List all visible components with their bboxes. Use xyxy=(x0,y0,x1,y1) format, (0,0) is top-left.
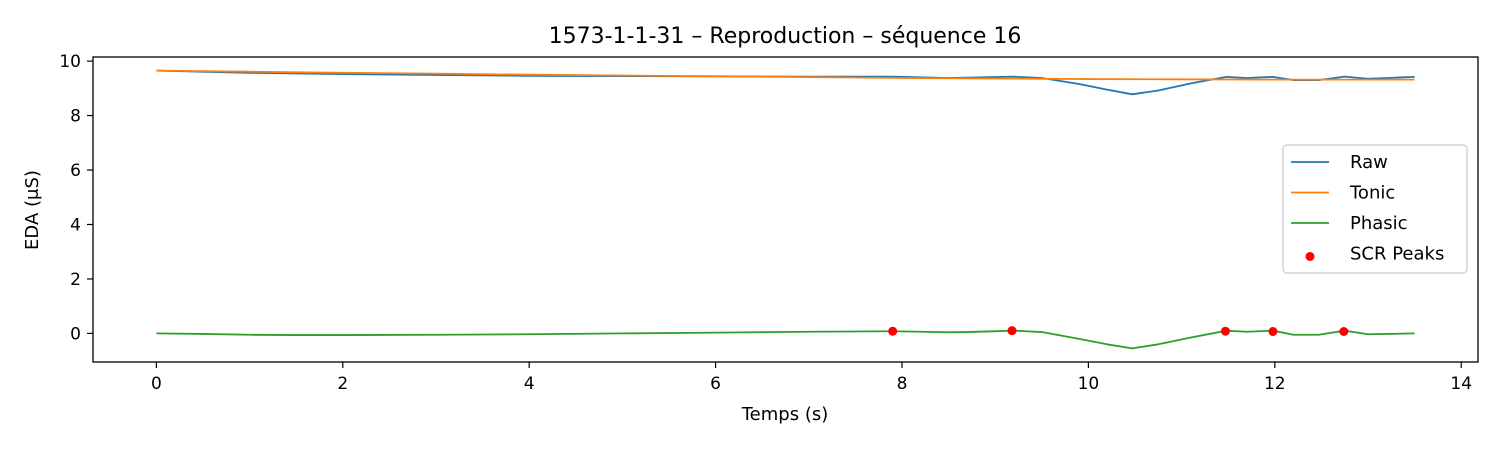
y-tick-label: 6 xyxy=(70,161,81,181)
y-tick-label: 2 xyxy=(70,270,81,290)
x-axis: 0 2 4 6 8 10 12 14 xyxy=(151,362,1472,394)
legend: Raw Tonic Phasic SCR Peaks xyxy=(1282,144,1468,274)
legend-label: Raw xyxy=(1350,152,1388,173)
x-axis-title: Temps (s) xyxy=(741,404,829,425)
chart-title: 1573-1-1-31 – Reproduction – séquence 16 xyxy=(549,24,1022,49)
y-axis-title: EDA (μS) xyxy=(22,170,43,250)
x-tick-label: 8 xyxy=(897,374,908,394)
legend-swatch xyxy=(1305,252,1315,261)
plot-lines xyxy=(156,69,1415,350)
legend-box xyxy=(1282,144,1468,274)
y-tick-label: 0 xyxy=(70,324,81,344)
x-tick-label: 0 xyxy=(151,374,162,394)
scr-peak-point xyxy=(1339,327,1349,336)
legend-label: SCR Peaks xyxy=(1350,244,1444,265)
y-tick-label: 10 xyxy=(59,52,81,72)
legend-label: Phasic xyxy=(1350,213,1408,234)
y-tick-label: 8 xyxy=(70,107,81,127)
x-tick-label: 2 xyxy=(337,374,348,394)
x-tick-label: 4 xyxy=(524,374,535,394)
x-tick-label: 6 xyxy=(710,374,721,394)
y-axis: 0 2 4 6 8 10 xyxy=(59,52,93,344)
series-line-tonic xyxy=(156,69,1415,81)
x-tick-label: 10 xyxy=(1078,374,1100,394)
scr-peak-point xyxy=(1220,326,1230,336)
series-line-phasic xyxy=(156,329,1415,350)
scr-peak-point xyxy=(1007,326,1017,336)
scr-peak-point xyxy=(888,326,898,336)
plot-points xyxy=(888,326,1349,336)
x-tick-label: 12 xyxy=(1264,374,1286,394)
x-tick-label: 14 xyxy=(1450,374,1472,394)
legend-label: Tonic xyxy=(1349,183,1395,204)
plot-frame xyxy=(92,56,1479,363)
series-line-raw xyxy=(156,69,1415,96)
scr-peak-point xyxy=(1268,327,1278,336)
y-tick-label: 4 xyxy=(70,215,81,235)
